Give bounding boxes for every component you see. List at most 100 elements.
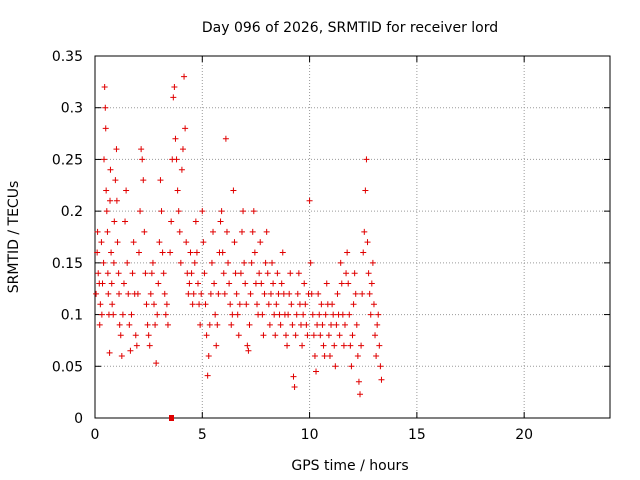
data-point: [160, 270, 167, 277]
data-point: [288, 301, 295, 308]
data-point: [343, 270, 350, 277]
data-point: [309, 311, 316, 318]
data-point: [123, 187, 130, 194]
data-point: [292, 332, 299, 339]
data-point: [146, 342, 153, 349]
data-point: [376, 342, 383, 349]
data-point: [163, 301, 170, 308]
data-point: [282, 332, 289, 339]
data-point: [270, 280, 277, 287]
data-point: [97, 301, 104, 308]
data-point: [293, 311, 300, 318]
data-point: [205, 352, 212, 359]
data-point: [93, 290, 100, 297]
data-point: [135, 249, 142, 256]
data-point: [319, 321, 326, 328]
data-point: [334, 290, 341, 297]
data-point: [178, 166, 185, 173]
data-point: [120, 280, 127, 287]
data-point: [94, 228, 101, 235]
data-point: [105, 290, 112, 297]
data-point: [170, 94, 177, 101]
data-point: [211, 280, 218, 287]
data-point: [236, 301, 243, 308]
x-tick-label: 15: [408, 427, 426, 443]
data-point: [370, 301, 377, 308]
x-tick-labels: 0 5 10 15 20: [91, 427, 534, 443]
data-point: [299, 342, 306, 349]
data-point: [108, 280, 115, 287]
data-points: [93, 73, 385, 398]
data-point: [285, 311, 292, 318]
data-point: [190, 290, 197, 297]
data-point: [101, 156, 108, 163]
data-point: [143, 301, 150, 308]
data-point: [109, 301, 116, 308]
data-point: [247, 290, 254, 297]
data-point: [280, 290, 287, 297]
data-point: [111, 218, 118, 225]
data-point: [249, 228, 256, 235]
data-point: [98, 311, 105, 318]
axis-ticks: [94, 55, 610, 419]
data-point: [291, 383, 298, 390]
data-point: [172, 135, 179, 142]
data-point: [185, 290, 192, 297]
data-point: [154, 311, 161, 318]
data-point: [114, 239, 121, 246]
data-point: [106, 349, 113, 356]
chart-title: Day 096 of 2026, SRMTID for receiver lor…: [202, 20, 498, 36]
data-point: [372, 332, 379, 339]
data-point: [126, 321, 133, 328]
data-point: [234, 311, 241, 318]
y-tick-label: 0.25: [52, 152, 83, 168]
data-point: [132, 332, 139, 339]
x-tick-label: 10: [301, 427, 319, 443]
data-point: [222, 135, 229, 142]
data-point: [115, 270, 122, 277]
data-point: [186, 280, 193, 287]
data-point: [98, 239, 105, 246]
data-point: [196, 301, 203, 308]
data-point: [195, 280, 201, 287]
data-point: [110, 259, 117, 266]
data-point: [362, 187, 369, 194]
data-point: [133, 342, 140, 349]
data-point: [134, 290, 141, 297]
time-marker: [169, 415, 174, 421]
data-point: [110, 311, 117, 318]
data-point: [260, 332, 267, 339]
data-point: [155, 280, 162, 287]
data-point: [301, 280, 308, 287]
plot-frame: [94, 55, 611, 419]
data-point: [108, 249, 115, 256]
data-point: [119, 311, 126, 318]
data-point: [223, 228, 230, 235]
data-point: [235, 332, 242, 339]
data-point: [261, 290, 268, 297]
data-point: [295, 270, 302, 277]
data-point: [263, 228, 270, 235]
data-point: [102, 125, 109, 132]
data-point: [277, 321, 284, 328]
data-point: [341, 321, 348, 328]
data-point: [262, 259, 269, 266]
data-point: [308, 290, 315, 297]
data-point: [240, 208, 247, 215]
data-point: [192, 218, 199, 225]
data-point: [298, 321, 304, 328]
data-point: [365, 270, 372, 277]
data-point: [226, 280, 233, 287]
data-point: [307, 259, 314, 266]
data-point: [325, 332, 332, 339]
data-point: [107, 197, 114, 204]
data-point: [248, 259, 255, 266]
data-point: [227, 301, 234, 308]
data-point: [208, 259, 215, 266]
data-point: [369, 259, 376, 266]
data-point: [145, 332, 152, 339]
data-point: [104, 228, 111, 235]
data-point: [271, 311, 278, 318]
data-point: [193, 249, 200, 256]
data-point: [302, 301, 309, 308]
